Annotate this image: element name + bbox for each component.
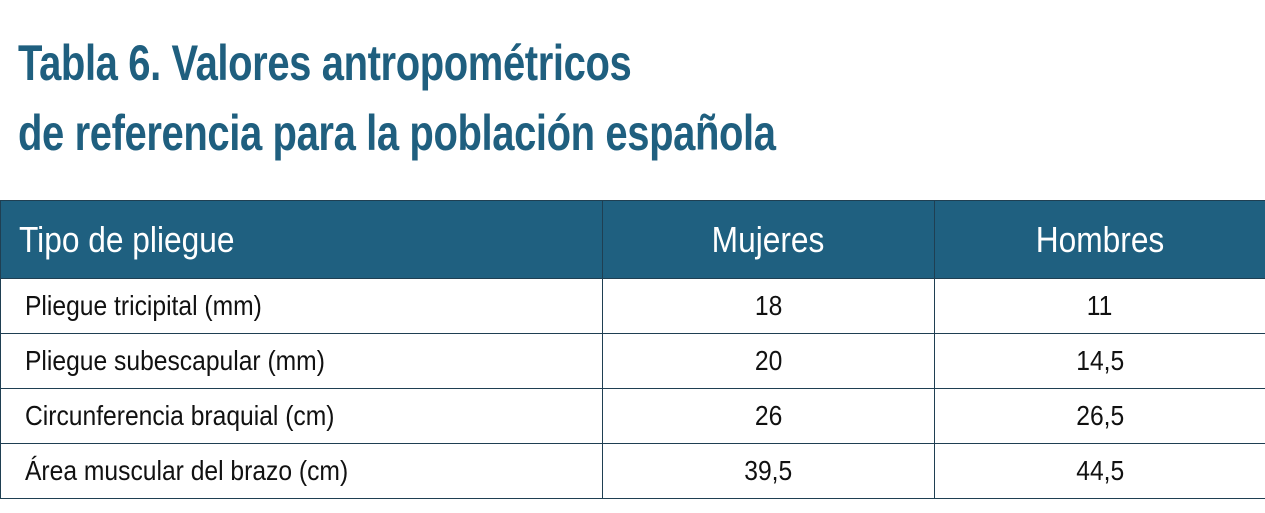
row-label-cell: Pliegue subescapular (mm) (0, 333, 603, 389)
mujeres-value-cell: 39,5 (602, 443, 935, 499)
mujeres-value: 20 (754, 345, 783, 376)
row-label: Pliegue tricipital (mm) (25, 290, 262, 321)
hombres-value-cell: 44,5 (934, 443, 1265, 499)
header-label: Tipo de pliegue (19, 218, 235, 260)
header-hombres: Hombres (934, 200, 1265, 279)
row-label-cell: Pliegue tricipital (mm) (0, 278, 603, 334)
table-row: Circunferencia braquial (cm) 26 26,5 (0, 388, 1265, 444)
mujeres-value: 18 (754, 290, 783, 321)
header-mujeres: Mujeres (602, 200, 935, 279)
hombres-value: 14,5 (1076, 345, 1124, 376)
anthropometric-table: Tipo de pliegue Mujeres Hombres Pliegue … (0, 200, 1265, 499)
table-header: Tipo de pliegue Mujeres Hombres (0, 200, 1265, 279)
row-label: Pliegue subescapular (mm) (25, 345, 325, 376)
table-row: Pliegue tricipital (mm) 18 11 (0, 278, 1265, 334)
hombres-value-cell: 26,5 (934, 388, 1265, 444)
table-row: Área muscular del brazo (cm) 39,5 44,5 (0, 443, 1265, 499)
header-label: Mujeres (712, 218, 825, 260)
row-label: Circunferencia braquial (cm) (25, 400, 335, 431)
hombres-value: 26,5 (1076, 400, 1124, 431)
table-row: Pliegue subescapular (mm) 20 14,5 (0, 333, 1265, 389)
mujeres-value: 39,5 (744, 455, 793, 486)
header-tipo-de-pliegue: Tipo de pliegue (0, 200, 603, 279)
hombres-value-cell: 11 (934, 278, 1265, 334)
mujeres-value-cell: 26 (602, 388, 935, 444)
mujeres-value: 26 (754, 400, 783, 431)
row-label-cell: Área muscular del brazo (cm) (0, 443, 603, 499)
table-body: Pliegue tricipital (mm) 18 11 Pliegue su… (0, 278, 1265, 499)
hombres-value-cell: 14,5 (934, 333, 1265, 389)
hombres-value: 44,5 (1076, 455, 1124, 486)
row-label: Área muscular del brazo (cm) (25, 455, 349, 486)
title-line-1: Tabla 6. Valores antropométricos (18, 35, 632, 91)
mujeres-value-cell: 18 (602, 278, 935, 334)
header-label: Hombres (1035, 218, 1165, 260)
table-title: Tabla 6. Valores antropométricos de refe… (18, 28, 776, 168)
row-label-cell: Circunferencia braquial (cm) (0, 388, 603, 444)
hombres-value: 11 (1087, 290, 1113, 321)
header-row: Tipo de pliegue Mujeres Hombres (0, 200, 1265, 279)
title-line-2: de referencia para la población española (18, 105, 776, 161)
mujeres-value-cell: 20 (602, 333, 935, 389)
